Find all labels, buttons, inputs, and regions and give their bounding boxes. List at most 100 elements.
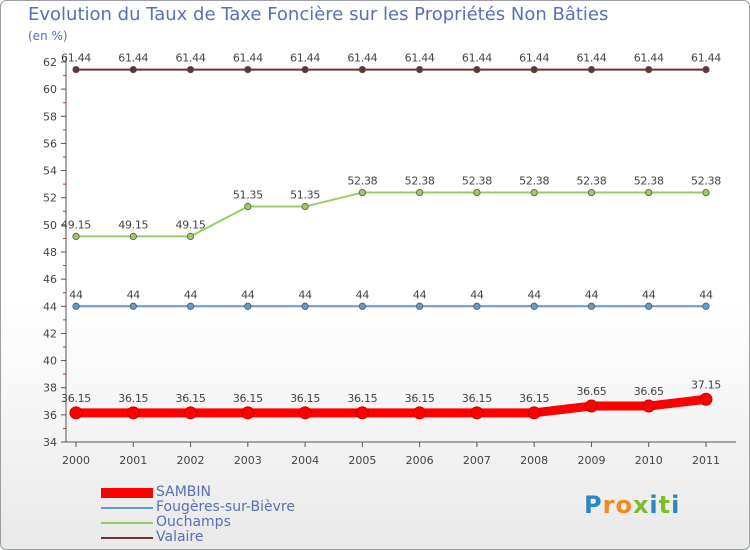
data-label-foug-res-sur-bi-vre: 44: [69, 288, 83, 301]
logo-letter: x: [632, 491, 650, 519]
data-point-ouchamps: [129, 232, 137, 240]
data-point-ouchamps: [530, 188, 538, 197]
data-point-valaire: [416, 66, 424, 74]
data-point-valaire: [301, 66, 309, 74]
x-tick-label: 2011: [692, 454, 720, 467]
data-label-foug-res-sur-bi-vre: 44: [527, 288, 541, 301]
data-label-ouchamps: 52.38: [347, 175, 377, 188]
y-tick-label: 56: [43, 137, 57, 150]
legend-label-sambin: SAMBIN: [156, 484, 212, 500]
y-tick-label: 38: [43, 382, 57, 395]
data-point-valaire: [186, 66, 195, 74]
data-label-sambin: 36.65: [576, 385, 606, 398]
data-point-sambin: [126, 406, 140, 420]
x-tick-label: 2005: [348, 454, 376, 467]
data-point-ouchamps: [416, 188, 424, 197]
data-label-valaire: 61.44: [519, 52, 549, 65]
legend-label-valaire: Valaire: [156, 529, 204, 545]
y-tick-label: 60: [43, 83, 57, 96]
y-axis-unit-label: (en %): [28, 29, 68, 43]
data-label-sambin: 36.15: [462, 392, 492, 405]
data-point-valaire: [702, 66, 710, 74]
proxiti-logo: Proxiti: [584, 491, 680, 519]
x-tick-label: 2009: [577, 454, 605, 467]
data-point-foug-res-sur-bi-vre: [416, 302, 424, 310]
data-point-ouchamps: [587, 188, 596, 197]
legend-swatch-ouchamps: [101, 522, 153, 524]
data-point-sambin: [355, 406, 369, 420]
data-point-sambin: [184, 406, 198, 420]
legend-swatch-sambin: [101, 488, 153, 498]
y-tick-label: 48: [43, 246, 57, 259]
data-label-foug-res-sur-bi-vre: 44: [699, 288, 713, 301]
x-tick-label: 2001: [119, 454, 147, 467]
y-tick-label: 42: [43, 327, 57, 340]
data-label-valaire: 61.44: [61, 52, 91, 65]
y-tick-label: 46: [43, 273, 57, 286]
data-label-foug-res-sur-bi-vre: 44: [642, 288, 656, 301]
data-point-ouchamps: [301, 202, 309, 211]
data-label-sambin: 36.15: [61, 392, 91, 405]
data-point-sambin: [69, 406, 83, 420]
data-label-valaire: 61.44: [691, 52, 721, 65]
data-label-valaire: 61.44: [347, 52, 377, 65]
legend-label-ouchamps: Ouchamps: [156, 514, 231, 530]
data-label-ouchamps: 49.15: [118, 218, 148, 231]
data-point-ouchamps: [244, 202, 252, 211]
data-label-foug-res-sur-bi-vre: 44: [585, 288, 599, 301]
logo-letter: r: [602, 491, 616, 519]
data-point-ouchamps: [72, 232, 80, 240]
data-point-ouchamps: [702, 188, 710, 197]
data-point-valaire: [645, 66, 653, 74]
x-tick-label: 2003: [234, 454, 262, 467]
data-point-sambin: [470, 406, 484, 420]
data-label-valaire: 61.44: [176, 52, 206, 65]
x-tick-label: 2006: [406, 454, 434, 467]
data-label-sambin: 36.15: [118, 392, 148, 405]
legend-swatch-fougeres: [101, 507, 153, 509]
data-label-ouchamps: 52.38: [634, 175, 664, 188]
data-label-foug-res-sur-bi-vre: 44: [470, 288, 484, 301]
data-point-sambin: [642, 399, 656, 413]
data-label-ouchamps: 49.15: [176, 218, 206, 231]
x-tick-label: 2010: [635, 454, 663, 467]
y-tick-label: 50: [43, 219, 57, 232]
data-label-sambin: 36.15: [176, 392, 206, 405]
data-point-valaire: [72, 66, 80, 74]
data-label-sambin: 36.15: [233, 392, 263, 405]
data-point-valaire: [530, 66, 538, 74]
x-tick-label: 2002: [177, 454, 205, 467]
y-tick-label: 52: [43, 192, 57, 205]
data-label-ouchamps: 51.35: [233, 189, 263, 202]
data-label-sambin: 36.15: [405, 392, 435, 405]
data-point-valaire: [244, 66, 252, 74]
logo-letter: t: [658, 491, 672, 519]
data-label-ouchamps: 52.38: [519, 175, 549, 188]
data-point-valaire: [587, 66, 596, 74]
data-point-valaire: [129, 66, 137, 74]
data-label-sambin: 36.15: [347, 392, 377, 405]
chart-title: Evolution du Taux de Taxe Foncière sur l…: [28, 4, 609, 25]
data-point-foug-res-sur-bi-vre: [530, 302, 538, 310]
legend-swatch-valaire: [101, 537, 153, 539]
data-point-foug-res-sur-bi-vre: [587, 302, 596, 310]
data-label-sambin: 36.15: [290, 392, 320, 405]
data-label-foug-res-sur-bi-vre: 44: [356, 288, 370, 301]
x-tick-label: 2004: [291, 454, 319, 467]
data-label-valaire: 61.44: [634, 52, 664, 65]
data-point-sambin: [584, 399, 598, 413]
logo-letter: P: [584, 491, 603, 519]
data-point-foug-res-sur-bi-vre: [72, 302, 80, 310]
data-label-sambin: 36.15: [519, 392, 549, 405]
data-point-foug-res-sur-bi-vre: [702, 302, 710, 310]
data-point-ouchamps: [473, 188, 481, 197]
data-point-foug-res-sur-bi-vre: [358, 302, 366, 310]
data-point-sambin: [241, 406, 255, 420]
data-point-ouchamps: [358, 188, 366, 197]
data-point-ouchamps: [645, 188, 653, 197]
data-point-ouchamps: [186, 232, 195, 240]
data-label-sambin: 36.65: [634, 385, 664, 398]
y-tick-label: 58: [43, 110, 57, 123]
